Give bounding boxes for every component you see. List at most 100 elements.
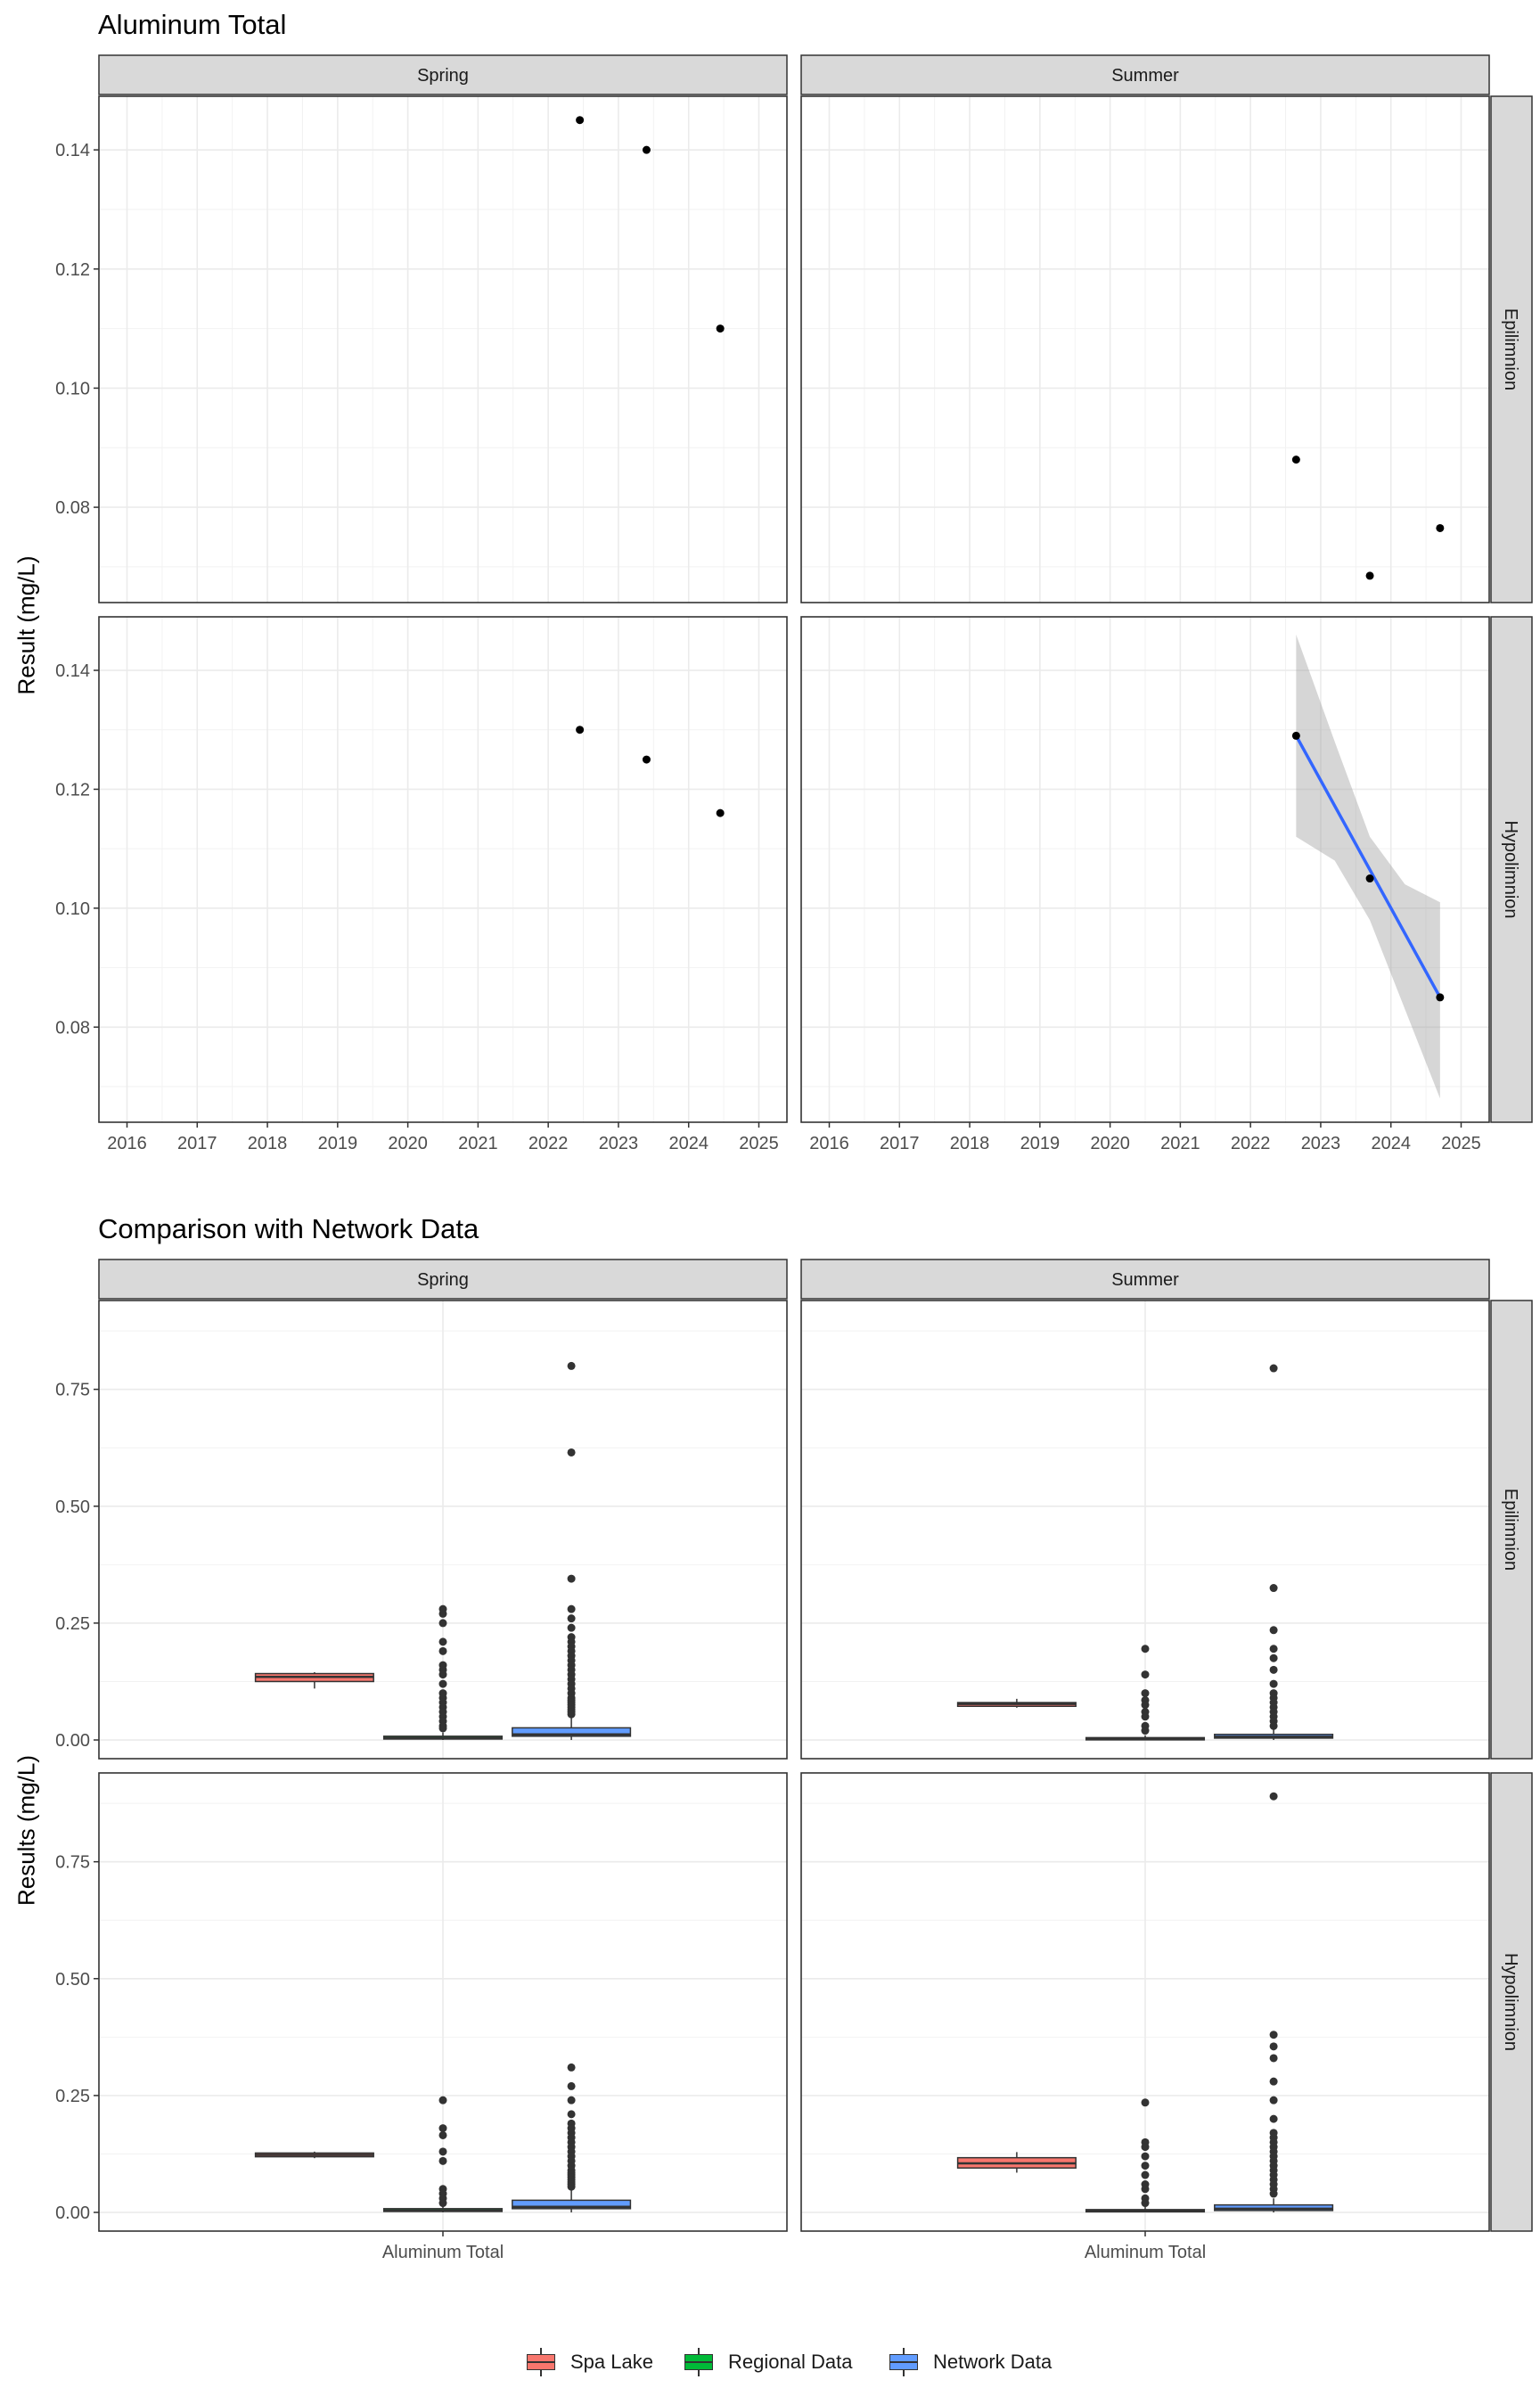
data-point	[576, 726, 585, 734]
outlier-point	[438, 2096, 447, 2105]
panel-summer-epilimnion	[800, 1300, 1490, 1760]
box-network-data	[512, 1361, 632, 1741]
outlier-point	[438, 1724, 447, 1733]
outlier-point	[1269, 2042, 1278, 2051]
outlier-point	[438, 2147, 447, 2156]
panel-border	[800, 616, 1490, 1123]
box-network-data	[1214, 1364, 1334, 1741]
outlier-point	[438, 1646, 447, 1655]
box-spa-lake	[956, 2152, 1077, 2173]
outlier-point	[438, 2130, 447, 2139]
panel-spring-epilimnion: 0.00 0.25 0.50 0.75	[55, 1300, 788, 1760]
facet-strip-label-spring: Spring	[417, 66, 469, 86]
y-tick-label: 0.12	[55, 260, 90, 280]
x-tick-label: 2020	[1090, 1134, 1130, 1153]
panel-border	[98, 95, 788, 603]
outlier-point	[1141, 1670, 1150, 1679]
outlier-point	[1141, 2185, 1150, 2194]
data-point	[642, 145, 651, 154]
facet-strip-label-epilimnion: Epilimnion	[1501, 1489, 1520, 1571]
panel-spring-hypolimnion: 0.00 0.25 0.50 0.75 Aluminum Total	[55, 1772, 788, 2262]
facet-strip-epilimnion	[1490, 95, 1533, 603]
x-tick-label: 2019	[1020, 1134, 1061, 1153]
box-regional-data	[382, 2096, 504, 2213]
outlier-point	[438, 2199, 447, 2208]
y-tick-label: 0.14	[55, 661, 90, 681]
x-tick-label: 2016	[107, 1134, 147, 1153]
facet-strip-epilimnion	[1490, 1300, 1533, 1760]
x-tick-label: 2023	[599, 1134, 639, 1153]
plot-title-boxplot: Comparison with Network Data	[98, 1213, 479, 1244]
x-tick-label: 2022	[1231, 1134, 1271, 1153]
legend-item-spa-lake: Spa Lake	[524, 2344, 653, 2380]
panel-border	[800, 1300, 1490, 1760]
panel-summer-hypolimnion: Aluminum Total	[800, 1772, 1490, 2262]
box-network-data	[512, 2063, 632, 2213]
outlier-point	[567, 1604, 576, 1613]
outlier-point	[1141, 1645, 1150, 1653]
plot-title-scatter: Aluminum Total	[98, 9, 287, 40]
y-tick-label: 0.08	[55, 498, 90, 518]
outlier-point	[1141, 1712, 1150, 1721]
panel-border	[800, 95, 1490, 603]
y-tick-label: 0.14	[55, 141, 90, 160]
outlier-point	[1141, 2199, 1150, 2208]
outlier-point	[438, 2124, 447, 2133]
outlier-point	[1269, 1679, 1278, 1688]
outlier-point	[1269, 2114, 1278, 2123]
panel-summer-epilimnion	[800, 95, 1490, 603]
outlier-point	[1141, 2170, 1150, 2179]
outlier-point	[438, 1670, 447, 1679]
outlier-point	[567, 1448, 576, 1456]
outlier-point	[1269, 2054, 1278, 2063]
outlier-point	[1141, 1689, 1150, 1698]
box-regional-data	[1085, 2098, 1206, 2213]
facet-strip-label-hypolimnion: Hypolimnion	[1501, 1953, 1520, 2051]
box-iqr	[512, 1727, 632, 1737]
y-tick-label: 0.00	[55, 2203, 90, 2223]
data-point	[1291, 731, 1300, 740]
facet-strip-hypolimnion	[1490, 616, 1533, 1123]
outlier-point	[438, 1679, 447, 1688]
outlier-point	[567, 1361, 576, 1370]
data-point	[1436, 993, 1445, 1002]
y-tick-label: 0.12	[55, 780, 90, 800]
facet-strip-hypolimnion	[1490, 1772, 1533, 2232]
outlier-point	[1141, 1701, 1150, 1710]
panel-border	[98, 616, 788, 1123]
x-tick-label: 2024	[1371, 1134, 1411, 1153]
x-tick-label: 2020	[388, 1134, 428, 1153]
facet-strip-summer	[800, 1259, 1490, 1300]
box-spa-lake	[956, 1698, 1077, 1708]
legend-label-regional-data: Regional Data	[728, 2351, 853, 2373]
legend-item-network-data: Network Data	[887, 2344, 1052, 2380]
data-point	[642, 755, 651, 764]
outlier-point	[567, 1623, 576, 1632]
y-tick-label: 0.25	[55, 1614, 90, 1634]
outlier-point	[1141, 2162, 1150, 2170]
facet-strip-summer	[800, 54, 1490, 95]
legend-key-spa-lake	[524, 2348, 558, 2376]
y-tick-label: 0.50	[55, 1498, 90, 1517]
data-point	[1291, 455, 1300, 464]
x-tick-label: Aluminum Total	[1085, 2243, 1206, 2262]
x-tick-label: Aluminum Total	[382, 2243, 504, 2262]
outlier-point	[1269, 1653, 1278, 1662]
outlier-point	[1269, 1364, 1278, 1373]
outlier-point	[567, 2182, 576, 2191]
y-tick-label: 0.50	[55, 1970, 90, 1990]
panel-border	[800, 1772, 1490, 2232]
outlier-point	[438, 1637, 447, 1646]
box-iqr	[512, 2199, 632, 2210]
y-tick-label: 0.10	[55, 379, 90, 398]
x-tick-label: 2021	[1160, 1134, 1200, 1153]
outlier-point	[1269, 2189, 1278, 2198]
legend-key-network-data	[887, 2348, 921, 2376]
legend-label-spa-lake: Spa Lake	[570, 2351, 653, 2373]
outlier-point	[1269, 1645, 1278, 1653]
box-regional-data	[1085, 1645, 1206, 1741]
facet-strip-spring	[98, 54, 788, 95]
outlier-point	[1269, 1584, 1278, 1593]
trend-line	[1294, 734, 1442, 998]
box-spa-lake	[254, 2151, 374, 2159]
